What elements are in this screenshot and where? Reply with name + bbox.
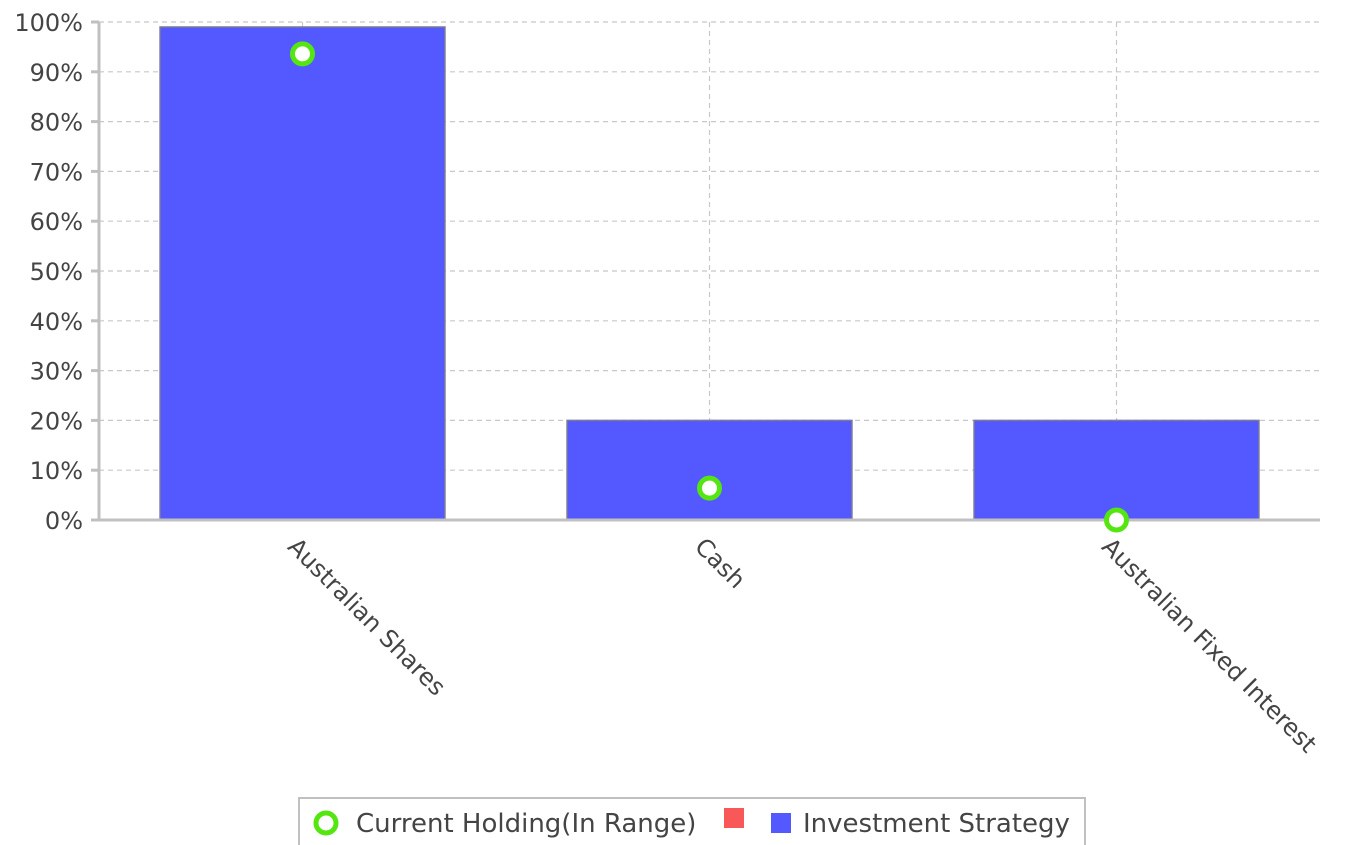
x-category-label: Australian Fixed Interest xyxy=(1096,532,1322,758)
y-axis-ticks: 0% 10% 20% 30% 40% 50% 60% 70% 80% 90% 100% xyxy=(14,9,83,535)
legend-current-holding-marker[interactable] xyxy=(313,810,339,836)
y-tick-label: 0% xyxy=(45,507,83,535)
current-holding-point-australian-shares[interactable] xyxy=(290,41,315,67)
legend-investment-strategy-swatch[interactable] xyxy=(771,813,791,833)
marker-series xyxy=(290,41,1129,533)
y-tick-label: 60% xyxy=(30,208,83,236)
legend-box xyxy=(298,797,1086,845)
legend: Current Holding(In Range) Investment Str… xyxy=(298,797,1086,845)
legend-investment-strategy-label[interactable]: Investment Strategy xyxy=(803,809,1070,839)
y-tick-label: 50% xyxy=(30,258,83,286)
legend-out-of-range-swatch[interactable] xyxy=(724,808,744,828)
x-category-label: Australian Shares xyxy=(282,532,451,701)
x-category-label: Cash xyxy=(689,532,751,594)
bar-australian-shares[interactable] xyxy=(159,26,446,521)
bar-series xyxy=(159,26,1260,521)
y-tick-label: 90% xyxy=(30,59,83,87)
x-axis-labels: Australian Shares Cash Australian Fixed In… xyxy=(282,532,1322,758)
bar-australian-fixed-interest[interactable] xyxy=(973,419,1260,521)
current-holding-point-cash[interactable] xyxy=(697,475,722,501)
bar-cash[interactable] xyxy=(566,419,853,521)
y-tick-label: 100% xyxy=(14,9,83,37)
y-tick-label: 20% xyxy=(30,407,83,435)
y-tick-label: 40% xyxy=(30,308,83,336)
current-holding-point-australian-fixed-interest[interactable] xyxy=(1104,507,1129,533)
y-tick-label: 80% xyxy=(30,109,83,137)
legend-current-holding-label[interactable]: Current Holding(In Range) xyxy=(356,809,696,839)
y-tick-label: 70% xyxy=(30,158,83,186)
y-tick-label: 30% xyxy=(30,358,83,386)
y-tick-label: 10% xyxy=(30,457,83,485)
